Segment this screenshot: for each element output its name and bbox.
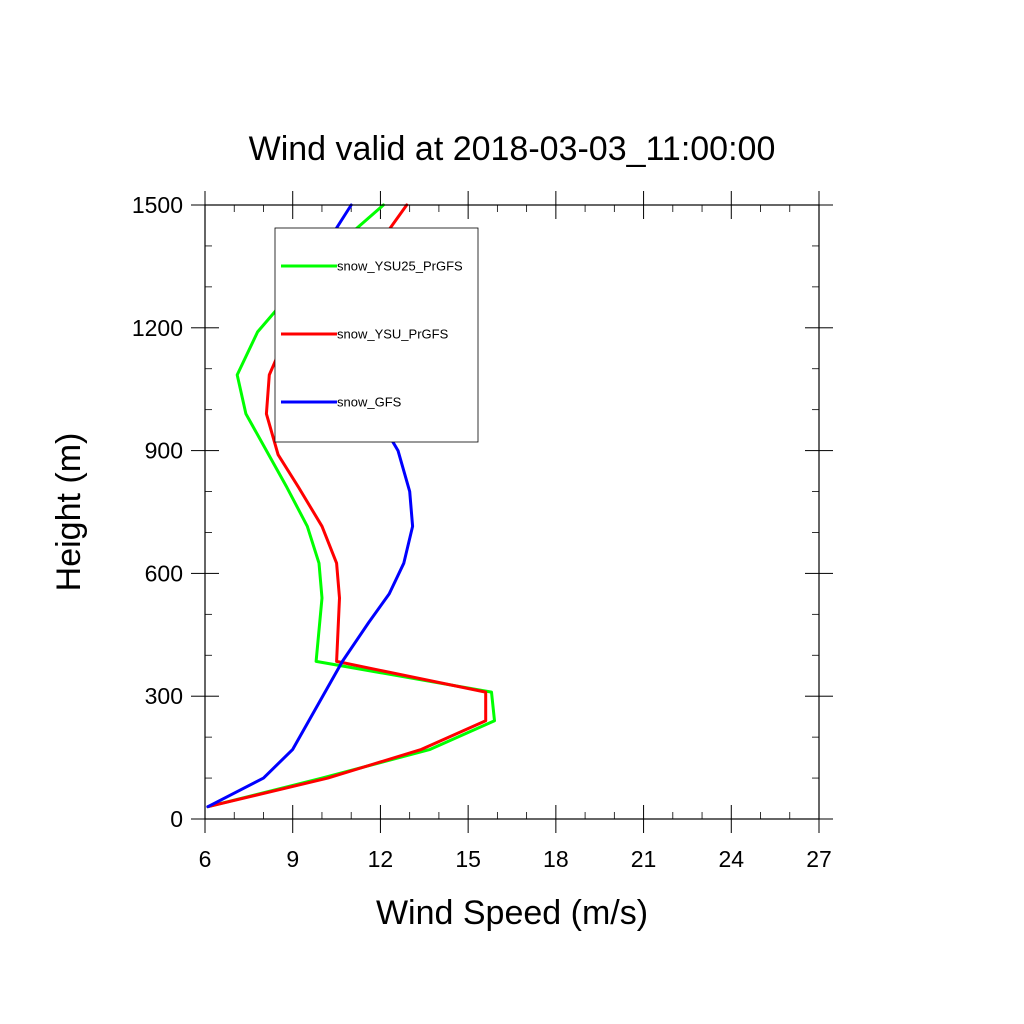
legend-label: snow_GFS bbox=[337, 395, 402, 410]
chart-title: Wind valid at 2018-03-03_11:00:00 bbox=[249, 130, 776, 168]
x-tick-label: 15 bbox=[455, 846, 481, 872]
x-tick-labels: 6 9 12 15 18 21 24 27 bbox=[199, 846, 832, 872]
y-tick-label: 300 bbox=[145, 683, 183, 709]
y-tick-labels: 0 300 600 900 1200 1500 bbox=[132, 192, 183, 832]
x-axis-title: Wind Speed (m/s) bbox=[376, 894, 648, 932]
legend: snow_YSU25_PrGFS snow_YSU_PrGFS snow_GFS bbox=[274, 227, 479, 443]
x-tick-label: 12 bbox=[368, 846, 394, 872]
plot-frame bbox=[204, 204, 820, 820]
y-tick-label: 1200 bbox=[132, 315, 183, 341]
x-tick-label: 27 bbox=[806, 846, 832, 872]
y-tick-label: 0 bbox=[170, 806, 183, 832]
x-tick-label: 9 bbox=[286, 846, 299, 872]
y-tick-label: 900 bbox=[145, 438, 183, 464]
x-tick-label: 18 bbox=[543, 846, 569, 872]
y-tick-label: 600 bbox=[145, 560, 183, 586]
legend-label: snow_YSU_PrGFS bbox=[337, 327, 449, 342]
x-tick-label: 6 bbox=[199, 846, 212, 872]
y-tick-label: 1500 bbox=[132, 192, 183, 218]
y-axis-title: Height (m) bbox=[50, 433, 88, 592]
x-tick-label: 24 bbox=[718, 846, 744, 872]
legend-label: snow_YSU25_PrGFS bbox=[337, 259, 463, 274]
x-tick-label: 21 bbox=[631, 846, 657, 872]
